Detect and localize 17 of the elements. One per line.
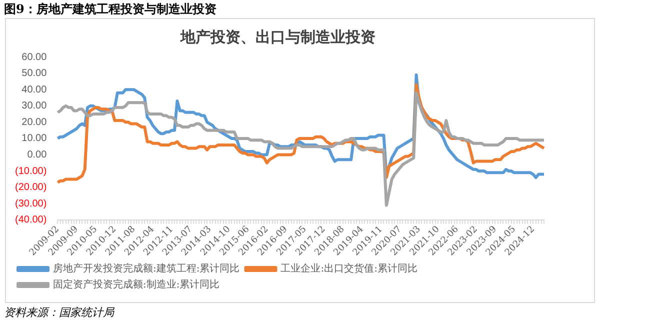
text: 资料来源：国家统计局 [4, 305, 114, 320]
legend-label: 工业企业:出口交货值:累计同比 [280, 262, 418, 275]
y-tick-label: (40.00) [14, 214, 47, 226]
y-tick-label: 40.00 [22, 84, 48, 96]
y-tick-label: 10.00 [22, 133, 48, 144]
y-tick-label: (10.00) [14, 166, 47, 177]
y-tick-label: 50.00 [22, 68, 48, 80]
y-tick-label: (30.00) [14, 198, 47, 210]
legend-label: 房地产开发投资完成额:建筑工程:累计同比 [53, 262, 240, 275]
chart-title: 地产投资、出口与制造业投资 [180, 28, 376, 46]
y-tick-label: 60.00 [22, 52, 48, 63]
chart-subtitle: 图9：房地产建筑工程投资与制造业投资 [4, 1, 216, 18]
y-tick-label: 0.00 [27, 150, 48, 160]
legend-label: 固定资产投资完成额:制造业:累计同比 [53, 278, 220, 291]
y-tick-label: 20.00 [22, 116, 48, 128]
y-tick-label: 30.00 [22, 100, 48, 112]
y-tick-label: (20.00) [14, 182, 47, 194]
